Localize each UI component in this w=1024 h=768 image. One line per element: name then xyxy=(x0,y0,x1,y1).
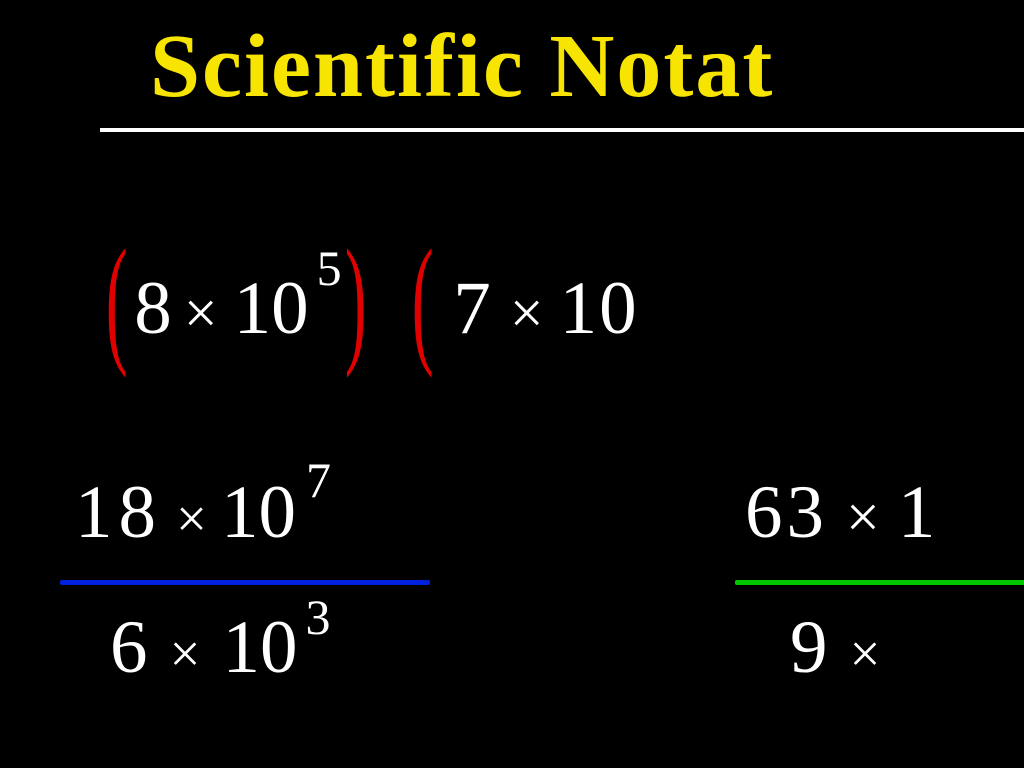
frac1-num-base: 10 xyxy=(221,471,296,554)
expr1-exp: 5 xyxy=(317,240,342,296)
frac1-num-times: × xyxy=(176,488,207,549)
open-paren-2: ( xyxy=(412,218,434,383)
frac2-num-partial: 1 xyxy=(898,471,936,554)
expr2-base: 1 xyxy=(560,267,598,350)
expr2-times: × xyxy=(510,280,544,346)
expr1-coeff: 8 xyxy=(134,267,172,350)
title-text: Scientific Notat xyxy=(150,17,774,116)
open-paren-1: ( xyxy=(106,218,128,383)
fraction-2-numerator: 63 × 1 xyxy=(745,470,935,556)
frac2-den-coeff: 9 xyxy=(790,606,828,689)
frac1-num-coeff: 18 xyxy=(75,471,162,554)
frac1-den-times: × xyxy=(170,623,201,684)
frac1-num-exp: 7 xyxy=(306,452,331,508)
frac1-den-exp: 3 xyxy=(306,589,331,645)
expr2-partial: 0 xyxy=(599,267,637,350)
fraction-2-denominator: 9 × xyxy=(790,605,899,691)
close-paren-1: ) xyxy=(344,218,366,383)
expr2-coeff: 7 xyxy=(453,267,491,350)
frac2-num-coeff: 63 xyxy=(745,471,828,554)
multiplication-expression: ( 8 × 10 5 ) ( 7 × 1 0 xyxy=(95,215,639,365)
frac1-den-coeff: 6 xyxy=(110,606,148,689)
fraction-2-bar xyxy=(735,580,1024,585)
frac1-den-base: 10 xyxy=(223,606,298,689)
page-title: Scientific Notat xyxy=(150,15,774,118)
frac2-num-times: × xyxy=(846,484,880,550)
title-underline xyxy=(100,128,1024,132)
fraction-1-bar xyxy=(60,580,430,585)
expr1-base: 10 xyxy=(234,267,309,350)
fraction-1-denominator: 6 × 10 3 xyxy=(110,605,327,691)
fraction-1-numerator: 18 × 10 7 xyxy=(75,470,325,556)
expr1-times: × xyxy=(184,280,218,346)
frac2-den-times: × xyxy=(850,623,881,684)
